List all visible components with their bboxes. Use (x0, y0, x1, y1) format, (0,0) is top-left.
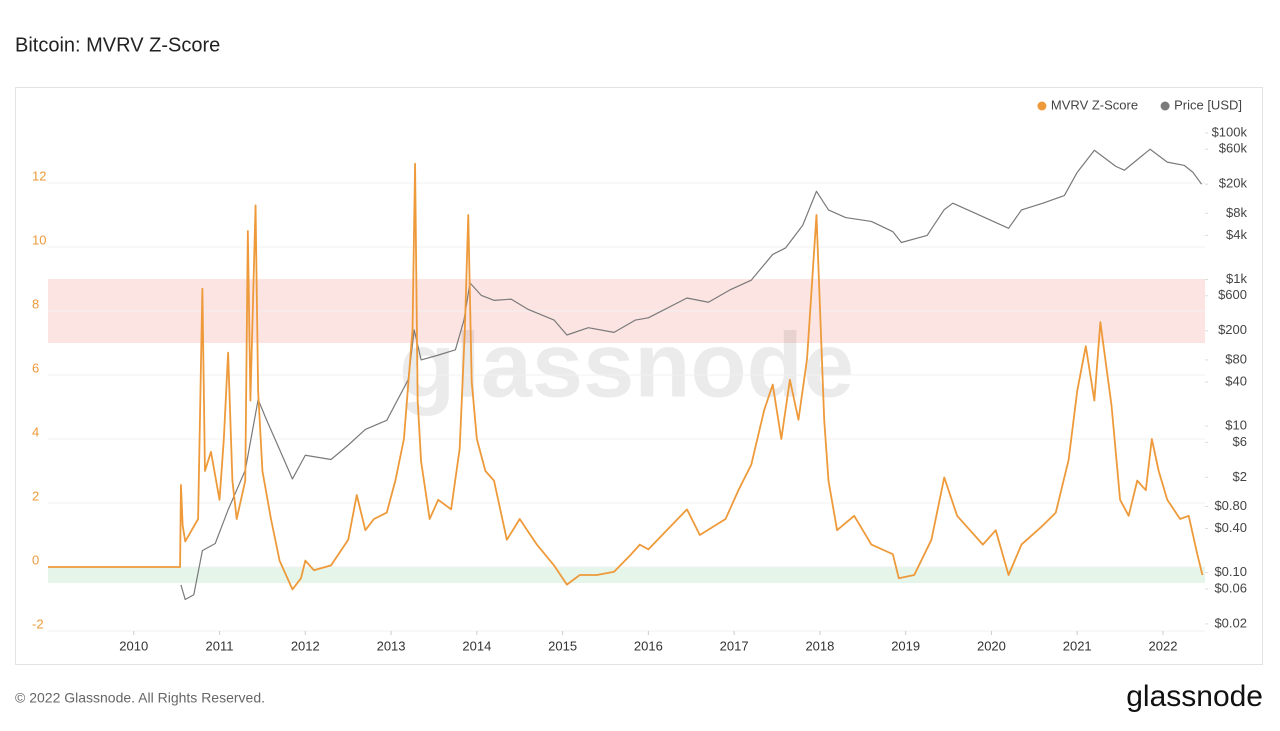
plot: glassnode -2 0 2 4 6 8 10 12 $100k $60k $20k $8k $4k $… (32, 97, 1247, 653)
x-tick-label: 2018 (805, 638, 834, 653)
y-tick-label: 4 (32, 424, 39, 439)
y2-tick-label: $40 (1225, 373, 1247, 388)
y2-tick-label: $0.02 (1214, 615, 1247, 630)
x-tick-label: 2015 (548, 638, 577, 653)
x-tick-label: 2013 (377, 638, 406, 653)
zone-band (48, 567, 1205, 583)
x-tick-label: 2010 (119, 638, 148, 653)
y2-tick-label: $0.80 (1214, 498, 1247, 513)
x-tick-label: 2017 (720, 638, 749, 653)
x-tick-label: 2014 (462, 638, 491, 653)
y-tick-label: 6 (32, 360, 39, 375)
x-tick-label: 2011 (206, 638, 234, 653)
y2-tick-label: $4k (1226, 227, 1247, 242)
x-tick-label: 2020 (977, 638, 1006, 653)
series-line (180, 148, 1203, 601)
x-tick-label: 2019 (891, 638, 920, 653)
y2-tick-label: $600 (1218, 287, 1247, 302)
legend-label: MVRV Z-Score (1051, 97, 1138, 112)
x-tick-label: 2021 (1063, 638, 1092, 653)
y2-tick-label: $60k (1219, 141, 1248, 156)
y2-tick-label: $8k (1226, 205, 1247, 220)
y2-tick-label: $80 (1225, 351, 1247, 366)
y2-tick-label: $6 (1233, 434, 1247, 449)
y2-tick-label: $2 (1233, 469, 1247, 484)
y2-tick-label: $0.10 (1214, 564, 1247, 579)
logo: glassnode (1126, 680, 1263, 713)
x-tick-label: 2012 (291, 638, 320, 653)
y2-tick-label: $10 (1225, 418, 1247, 433)
y2-tick-label: $0.40 (1214, 520, 1247, 535)
chart-frame (15, 87, 1263, 665)
copyright: © 2022 Glassnode. All Rights Reserved. (15, 690, 265, 706)
watermark: glassnode (399, 314, 854, 416)
y2-tick-label: $100k (1212, 124, 1248, 139)
x-tick-label: 2016 (634, 638, 663, 653)
y2-tick-label: $200 (1218, 322, 1247, 337)
y-tick-label: 10 (32, 232, 46, 247)
y2-tick-label: $20k (1219, 176, 1248, 191)
y-tick-label: -2 (32, 616, 44, 631)
legend-marker (1037, 101, 1047, 111)
y-tick-label: 0 (32, 552, 39, 567)
y2-tick-label: $1k (1226, 271, 1247, 286)
series-line (48, 162, 1204, 591)
legend-label: Price [USD] (1174, 97, 1242, 112)
y-tick-label: 2 (32, 488, 39, 503)
chart-title: Bitcoin: MVRV Z-Score (15, 34, 220, 56)
y2-tick-label: $0.06 (1214, 580, 1247, 595)
y-tick-label: 12 (32, 168, 46, 183)
y-tick-label: 8 (32, 296, 39, 311)
legend-marker (1160, 101, 1170, 111)
x-tick-label: 2022 (1149, 638, 1178, 653)
